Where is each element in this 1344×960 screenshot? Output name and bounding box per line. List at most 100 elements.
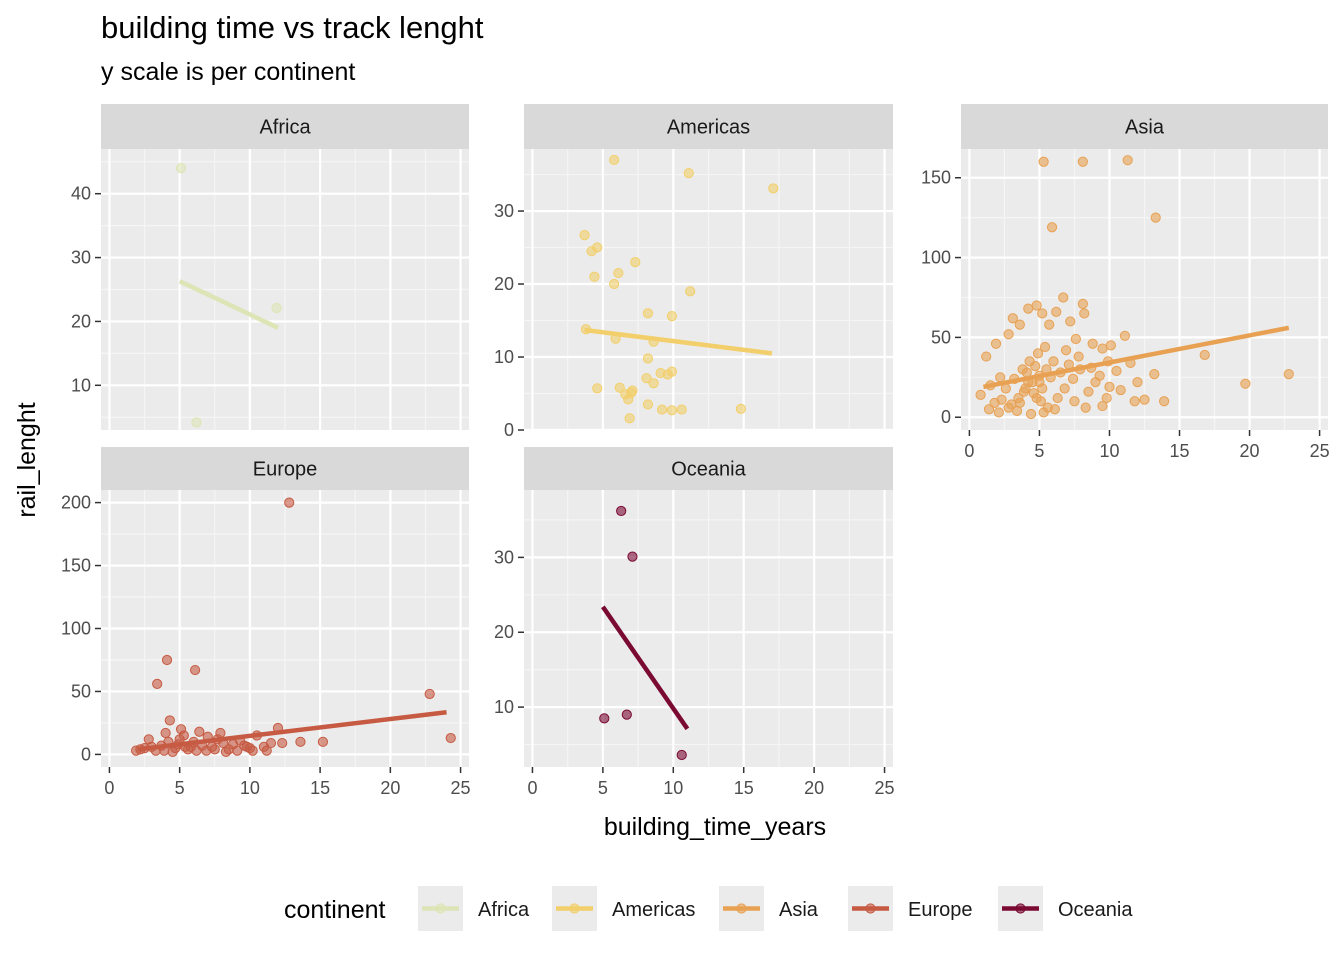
data-point <box>1065 316 1076 327</box>
y-tick-label: 20 <box>494 274 514 294</box>
legend-label: Africa <box>478 899 530 921</box>
facet-strip-label: Americas <box>667 117 750 139</box>
data-point <box>1014 319 1025 330</box>
y-tick-label: 50 <box>931 327 951 347</box>
x-tick-label: 5 <box>175 778 185 798</box>
data-point <box>190 664 201 676</box>
y-tick-label: 200 <box>61 493 91 513</box>
data-points <box>599 505 687 761</box>
legend-item-americas: Americas <box>552 886 695 931</box>
data-point <box>1038 407 1049 418</box>
facet-strip <box>101 104 469 149</box>
x-tick-label: 5 <box>598 778 608 798</box>
data-point <box>1119 330 1130 341</box>
y-tick-label: 100 <box>921 248 951 268</box>
data-point <box>445 732 456 744</box>
legend-label: Oceania <box>1058 899 1133 921</box>
data-point <box>191 745 202 756</box>
data-point <box>975 389 986 400</box>
data-point <box>215 727 226 739</box>
data-point <box>995 372 1006 383</box>
data-point <box>161 654 173 666</box>
data-point <box>993 407 1004 418</box>
data-point <box>175 163 187 174</box>
trend-line <box>982 325 1290 390</box>
data-point <box>1038 156 1049 167</box>
data-point <box>666 311 677 322</box>
y-axis-title: rail_lenght <box>13 402 41 517</box>
legend-key-point <box>865 903 876 914</box>
data-point <box>1087 338 1098 349</box>
data-point <box>685 286 696 297</box>
data-point <box>271 302 282 314</box>
y-tick-label: 20 <box>494 622 514 642</box>
data-point <box>295 736 306 747</box>
y-tick-label: 10 <box>494 697 514 717</box>
data-point <box>642 308 654 319</box>
data-point <box>683 167 694 179</box>
x-tick-label: 20 <box>1240 441 1260 461</box>
chart-title: building time vs track lenght <box>101 10 484 45</box>
legend-key-point <box>736 903 747 914</box>
data-point <box>1059 383 1070 394</box>
facet-strip <box>101 447 469 490</box>
data-point <box>1283 369 1294 380</box>
data-point <box>1199 349 1210 361</box>
data-point <box>656 404 668 415</box>
data-point <box>1051 306 1062 317</box>
legend-item-africa: Africa <box>418 886 530 931</box>
data-point <box>623 394 634 405</box>
data-point <box>284 497 295 508</box>
data-points <box>579 154 779 424</box>
data-point <box>609 154 620 166</box>
legend-item-europe: Europe <box>848 886 973 931</box>
x-tick-label: 20 <box>804 778 824 798</box>
x-tick-label: 15 <box>310 778 330 798</box>
data-point <box>1025 408 1037 420</box>
facet-strip <box>524 447 893 490</box>
legend-key-point <box>1015 903 1026 914</box>
y-tick-label: 30 <box>71 248 91 268</box>
data-point <box>981 351 992 362</box>
data-point <box>261 745 272 756</box>
legend-label: Europe <box>908 899 973 921</box>
data-point <box>1031 392 1042 404</box>
data-point <box>735 403 746 414</box>
data-point <box>627 551 638 562</box>
y-tick-label: 30 <box>494 201 514 221</box>
y-tick-label: 50 <box>71 681 91 701</box>
data-point <box>592 383 603 394</box>
data-point <box>1032 348 1044 359</box>
facet-americas: Americas 0 10 20 30 <box>494 104 893 440</box>
data-point <box>1094 370 1105 381</box>
data-point <box>1003 402 1014 413</box>
y-tick-label: 0 <box>81 744 91 764</box>
y-tick-label: 150 <box>61 556 91 576</box>
y-tick-label: 0 <box>504 420 514 440</box>
data-point <box>599 713 610 724</box>
legend-label: Americas <box>612 899 695 921</box>
y-tick-label: 30 <box>494 547 514 567</box>
data-point <box>1060 345 1072 356</box>
data-point <box>191 417 202 428</box>
data-point <box>621 709 632 720</box>
facet-asia: Asia 0 50 100 150 0 5 10 15 20 25 <box>921 104 1330 461</box>
data-point <box>1067 373 1079 385</box>
data-point <box>624 413 635 424</box>
x-axis-title: building_time_years <box>604 813 826 841</box>
facet-strip <box>961 104 1328 149</box>
data-point <box>1018 386 1030 397</box>
x-tick-label: 15 <box>734 778 754 798</box>
y-tick-label: 10 <box>494 347 514 367</box>
data-point <box>1039 341 1051 353</box>
data-point <box>1149 369 1160 380</box>
data-point <box>1007 313 1018 324</box>
data-point <box>1077 156 1088 167</box>
x-tick-label: 25 <box>875 778 895 798</box>
data-point <box>1073 351 1084 362</box>
data-points <box>175 163 282 428</box>
data-point <box>676 749 687 761</box>
data-point <box>317 736 329 747</box>
facet-africa: Africa 10 20 30 40 <box>71 104 469 430</box>
data-point <box>1132 377 1143 388</box>
